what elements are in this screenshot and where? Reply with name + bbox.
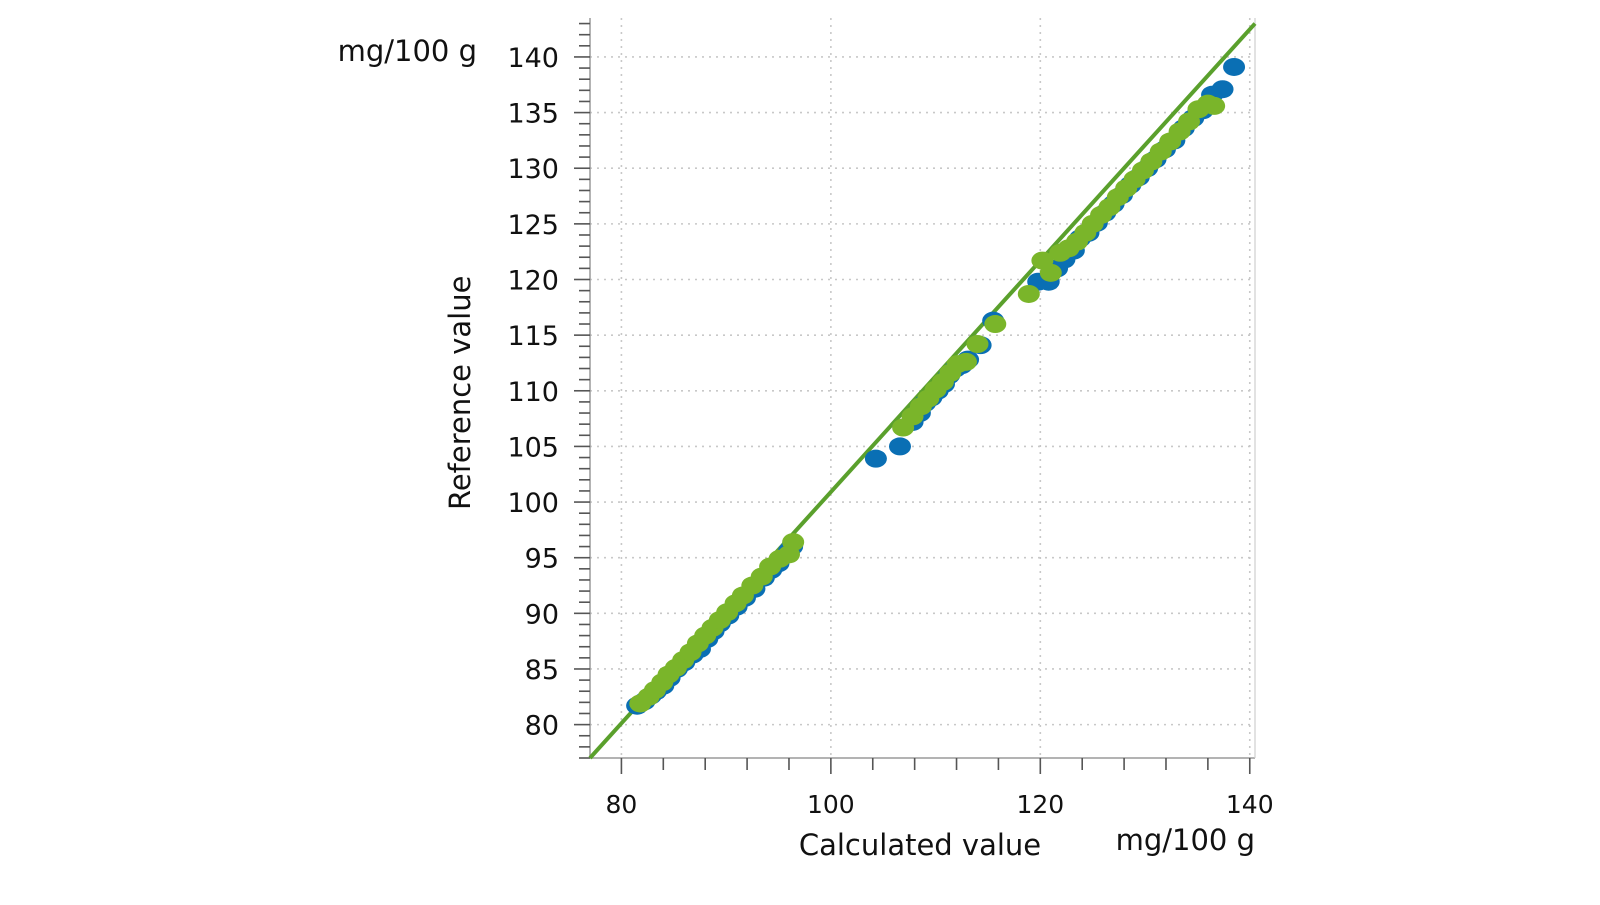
point-green [966,335,989,354]
y-tick-label: 110 [507,377,559,408]
x-tick-label: 120 [1016,790,1064,819]
point-blue [1223,57,1246,76]
y-unit-label: mg/100 g [338,34,477,68]
axes: 80 85 90 95 100 105 110 115 120 125 130 135 140 80 100… [507,18,1274,819]
point-green [984,315,1007,334]
y-tick-label: 135 [507,99,559,130]
point-green [1039,263,1062,282]
x-tick-label: 140 [1226,790,1274,819]
axis-labels: mg/100 g mg/100 g Calculated value Refer… [338,34,1255,862]
y-tick-label: 130 [507,154,559,185]
y-tick-label: 100 [507,488,559,519]
y-tick-label: 140 [507,43,559,74]
data-points [626,57,1246,715]
y-tick-label: 120 [507,266,559,297]
y-axis-title: Reference value [443,276,477,510]
point-green [782,533,805,552]
x-unit-label: mg/100 g [1116,823,1255,857]
grid-lines [590,18,1255,758]
y-tick-label: 105 [507,432,559,463]
y-tick-label: 125 [507,210,559,241]
y-tick-label: 95 [525,544,559,575]
y-tick-label: 90 [525,599,559,630]
x-tick-label: 80 [606,790,638,819]
y-tick-label: 80 [525,711,559,742]
point-blue [1211,80,1234,99]
point-blue [864,449,887,468]
point-blue [888,437,911,456]
point-green [954,352,977,371]
point-green [1017,284,1040,303]
y-tick-label: 115 [507,321,559,352]
x-axis-title: Calculated value [799,828,1041,862]
x-tick-label: 100 [807,790,855,819]
point-green [1203,96,1226,115]
y-tick-label: 85 [525,655,559,686]
